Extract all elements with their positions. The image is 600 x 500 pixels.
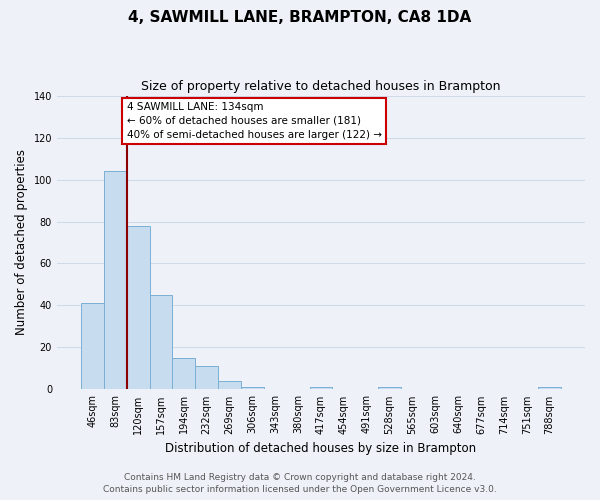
Text: 4 SAWMILL LANE: 134sqm
← 60% of detached houses are smaller (181)
40% of semi-de: 4 SAWMILL LANE: 134sqm ← 60% of detached… [127, 102, 382, 140]
Bar [149, 295, 172, 390]
Bar [81, 304, 104, 390]
Bar [127, 226, 149, 390]
Bar [538, 388, 561, 390]
Bar [195, 366, 218, 390]
Bar [241, 388, 264, 390]
Text: 4, SAWMILL LANE, BRAMPTON, CA8 1DA: 4, SAWMILL LANE, BRAMPTON, CA8 1DA [128, 10, 472, 25]
Bar [172, 358, 195, 390]
Bar [310, 388, 332, 390]
Bar [104, 171, 127, 390]
Bar [218, 381, 241, 390]
X-axis label: Distribution of detached houses by size in Brampton: Distribution of detached houses by size … [166, 442, 476, 455]
Title: Size of property relative to detached houses in Brampton: Size of property relative to detached ho… [141, 80, 501, 93]
Y-axis label: Number of detached properties: Number of detached properties [15, 150, 28, 336]
Text: Contains HM Land Registry data © Crown copyright and database right 2024.
Contai: Contains HM Land Registry data © Crown c… [103, 473, 497, 494]
Bar [378, 388, 401, 390]
